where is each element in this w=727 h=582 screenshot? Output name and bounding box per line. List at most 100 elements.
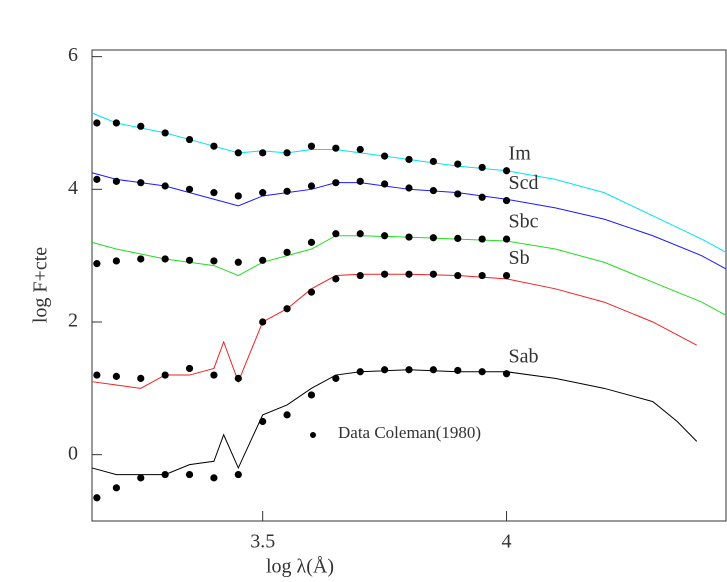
data-point xyxy=(112,372,120,380)
data-point xyxy=(93,119,101,127)
data-point xyxy=(137,255,145,263)
data-point xyxy=(307,182,316,190)
data-point xyxy=(502,196,511,205)
data-point xyxy=(478,235,486,243)
data-point xyxy=(332,374,340,382)
data-point xyxy=(454,160,462,168)
spectrum-line xyxy=(91,235,727,316)
legend-marker xyxy=(310,432,316,438)
y-axis-label: log F+cte xyxy=(30,247,52,323)
data-point xyxy=(234,470,242,479)
data-point xyxy=(93,494,101,502)
data-point xyxy=(234,192,242,200)
x-tick-label: 3.5 xyxy=(250,531,275,553)
data-point xyxy=(185,470,194,479)
data-point xyxy=(259,256,267,264)
data-point xyxy=(234,149,242,157)
data-point xyxy=(356,177,364,185)
legend-label: Data Coleman(1980) xyxy=(338,423,481,442)
data-point xyxy=(429,270,437,278)
data-point xyxy=(332,230,340,238)
data-point xyxy=(259,149,267,157)
data-point xyxy=(332,275,340,283)
data-point xyxy=(93,175,101,183)
data-point xyxy=(161,470,169,479)
data-point xyxy=(356,368,364,376)
data-point xyxy=(381,232,389,240)
data-point xyxy=(405,184,413,192)
data-point xyxy=(405,366,413,374)
data-point xyxy=(429,366,437,374)
data-point xyxy=(429,234,437,242)
data-point xyxy=(381,270,389,278)
data-point xyxy=(234,374,242,382)
data-point xyxy=(234,258,242,266)
data-point xyxy=(137,179,145,187)
series-label: Scd xyxy=(509,172,539,194)
y-tick-label: 2 xyxy=(68,310,78,332)
data-point xyxy=(161,371,169,379)
data-point xyxy=(283,411,291,419)
data-point xyxy=(137,474,145,482)
data-point xyxy=(283,149,291,157)
data-point xyxy=(478,368,486,376)
data-point xyxy=(93,371,101,379)
spectrum-line xyxy=(91,369,698,476)
data-point xyxy=(454,190,462,198)
data-point xyxy=(210,474,218,482)
data-point xyxy=(283,248,291,256)
y-tick-label: 0 xyxy=(68,442,78,464)
data-point xyxy=(283,305,291,313)
data-point xyxy=(112,177,120,185)
data-point xyxy=(381,180,389,188)
data-point xyxy=(185,364,194,373)
data-point xyxy=(185,256,194,264)
y-tick-label: 4 xyxy=(68,177,78,199)
data-point xyxy=(185,185,194,193)
data-point xyxy=(356,271,364,280)
data-point xyxy=(454,366,462,375)
data-point xyxy=(210,142,218,150)
data-point xyxy=(307,288,316,296)
spectrum-line xyxy=(91,273,697,389)
data-point xyxy=(185,135,194,144)
data-point xyxy=(283,187,291,195)
data-point xyxy=(307,142,316,150)
data-point xyxy=(332,179,340,187)
data-point xyxy=(405,270,413,278)
data-point xyxy=(478,163,486,172)
data-point xyxy=(454,234,462,242)
data-point xyxy=(502,167,511,175)
data-point xyxy=(112,119,120,127)
data-point xyxy=(429,157,437,166)
data-point xyxy=(332,144,340,152)
data-point xyxy=(381,152,389,160)
data-point xyxy=(112,484,120,492)
x-axis-label: log λ(Å) xyxy=(266,556,334,578)
data-point xyxy=(259,318,267,326)
data-point xyxy=(259,417,267,426)
spectrum-line xyxy=(91,112,727,253)
data-point xyxy=(478,193,486,201)
plot-frame xyxy=(91,49,727,522)
data-point xyxy=(93,260,101,268)
data-point xyxy=(307,391,316,399)
data-point xyxy=(502,235,511,243)
data-point xyxy=(405,233,413,241)
data-point xyxy=(161,129,169,137)
spectrum-line xyxy=(91,172,727,270)
data-point xyxy=(161,182,169,190)
data-point xyxy=(478,271,486,280)
data-point xyxy=(307,238,316,246)
x-tick-label: 4 xyxy=(502,531,512,553)
data-point xyxy=(210,371,218,379)
data-point xyxy=(502,271,511,280)
series-label: Sb xyxy=(509,247,530,269)
data-point xyxy=(381,366,389,374)
series-label: Sbc xyxy=(509,211,539,233)
data-point xyxy=(356,230,364,238)
data-point xyxy=(210,189,218,197)
data-point xyxy=(502,370,511,378)
data-point xyxy=(259,189,267,197)
